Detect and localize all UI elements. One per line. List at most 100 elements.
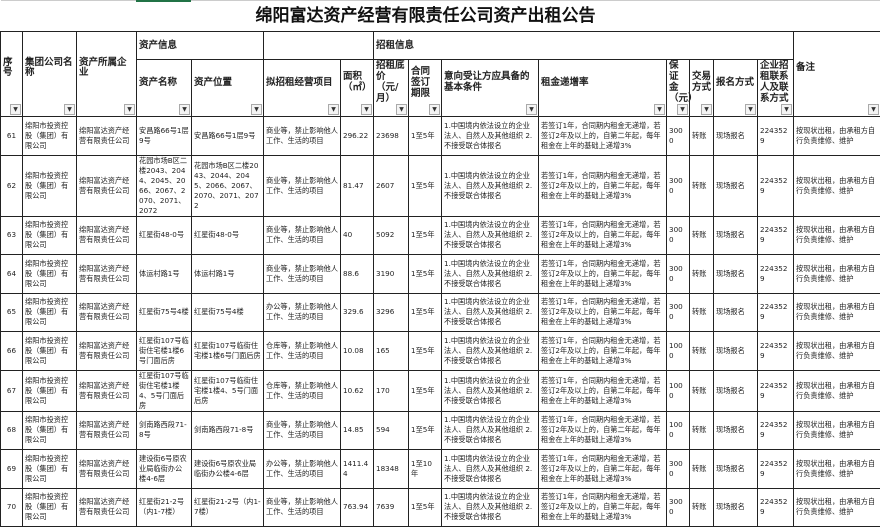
cell-signup[interactable]: 现场报名: [714, 370, 758, 411]
cell-trade[interactable]: 转账: [690, 332, 714, 371]
cell-owner[interactable]: 绵阳富达资产经营有限责任公司: [77, 155, 137, 216]
header-base-price[interactable]: 招租底价（元/月）▼: [374, 60, 409, 117]
cell-remarks[interactable]: 按现状出租，由承租方自行负责维修、维护: [794, 255, 880, 294]
filter-dropdown-icon[interactable]: ▼: [701, 104, 712, 115]
group-header-asset-info[interactable]: 资产信息: [137, 32, 264, 60]
cell-term[interactable]: 1至5年: [409, 293, 442, 332]
cell-asset-name[interactable]: 红星街21-2号（内1-7楼）: [137, 488, 192, 527]
cell-asset-location[interactable]: 剑南路西段71-8号: [192, 411, 264, 450]
cell-conditions[interactable]: 1.中国境内依法设立的企业法人、自然人及其他组织 2.不接受联合体报名: [442, 293, 539, 332]
filter-dropdown-icon[interactable]: ▼: [677, 104, 688, 115]
filter-dropdown-icon[interactable]: ▼: [64, 104, 75, 115]
cell-group-company[interactable]: 绵阳市投资控股（集团）有限公司: [23, 370, 77, 411]
cell-contact[interactable]: 2243529: [758, 332, 794, 371]
cell-asset-location[interactable]: 建设街6号原农业局临街办公楼4-6层: [192, 450, 264, 489]
cell-area[interactable]: 296.22: [341, 117, 374, 156]
cell-trade[interactable]: 转账: [690, 255, 714, 294]
cell-area[interactable]: 10.08: [341, 332, 374, 371]
cell-seq[interactable]: 66: [1, 332, 23, 371]
cell-business[interactable]: 商业等，禁止影响他人工作、生活的项目: [264, 117, 341, 156]
cell-contact[interactable]: 2243529: [758, 488, 794, 527]
cell-owner[interactable]: 绵阳富达资产经营有限责任公司: [77, 370, 137, 411]
cell-group-company[interactable]: 绵阳市投资控股（集团）有限公司: [23, 117, 77, 156]
cell-base-price[interactable]: 3296: [374, 293, 409, 332]
cell-owner[interactable]: 绵阳富达资产经营有限责任公司: [77, 488, 137, 527]
cell-term[interactable]: 1至5年: [409, 216, 442, 255]
cell-term[interactable]: 1至5年: [409, 370, 442, 411]
cell-asset-location[interactable]: 红星街107号临街住宅楼1楼6号门面后房: [192, 332, 264, 371]
cell-contact[interactable]: 2243529: [758, 370, 794, 411]
cell-business[interactable]: 商业等，禁止影响他人工作、生活的项目: [264, 411, 341, 450]
cell-signup[interactable]: 现场报名: [714, 332, 758, 371]
header-remarks[interactable]: 备注▼: [794, 32, 880, 117]
cell-asset-location[interactable]: 红星街21-2号（内1-7楼）: [192, 488, 264, 527]
cell-owner[interactable]: 绵阳富达资产经营有限责任公司: [77, 450, 137, 489]
cell-remarks[interactable]: 按现状出租，由承租方自行负责维修、维护: [794, 216, 880, 255]
cell-asset-location[interactable]: 花园市场B区二楼2043、2044、2045、2066、2067、2070、20…: [192, 155, 264, 216]
cell-business[interactable]: 仓库等，禁止影响他人工作、生活的项目: [264, 332, 341, 371]
cell-term[interactable]: 1至5年: [409, 255, 442, 294]
header-increase[interactable]: 租金递增率▼: [539, 60, 667, 117]
cell-deposit[interactable]: 3000: [667, 293, 690, 332]
cell-base-price[interactable]: 3190: [374, 255, 409, 294]
cell-area[interactable]: 88.6: [341, 255, 374, 294]
filter-dropdown-icon[interactable]: ▼: [10, 104, 21, 115]
cell-business[interactable]: 商业等，禁止影响他人工作、生活的项目: [264, 488, 341, 527]
cell-contact[interactable]: 2243529: [758, 255, 794, 294]
cell-asset-location[interactable]: 红星街75号4楼: [192, 293, 264, 332]
cell-base-price[interactable]: 7639: [374, 488, 409, 527]
cell-increase[interactable]: 若签订1年，合同期内租金无递增，若签订2年及以上的，自第二年起，每年租金在上年的…: [539, 216, 667, 255]
header-asset-location[interactable]: 资产位置▼: [192, 60, 264, 117]
cell-deposit[interactable]: 3000: [667, 488, 690, 527]
cell-remarks[interactable]: 按现状出租，由承租方自行负责维修、维护: [794, 293, 880, 332]
cell-seq[interactable]: 68: [1, 411, 23, 450]
cell-asset-name[interactable]: 建设街6号原农业局临街办公楼4-6层: [137, 450, 192, 489]
cell-owner[interactable]: 绵阳富达资产经营有限责任公司: [77, 117, 137, 156]
filter-dropdown-icon[interactable]: ▼: [251, 104, 262, 115]
cell-asset-name[interactable]: 安昌路66号1层9号: [137, 117, 192, 156]
cell-asset-location[interactable]: 红星街107号临街住宅楼1楼4、5号门面后房: [192, 370, 264, 411]
cell-asset-name[interactable]: 红星街107号临街住宅楼1楼6号门面后房: [137, 332, 192, 371]
cell-increase[interactable]: 若签订1年，合同期内租金无递增，若签订2年及以上的，自第二年起，每年租金在上年的…: [539, 255, 667, 294]
cell-conditions[interactable]: 1.中国境内依法设立的企业法人、自然人及其他组织 2.不接受联合体报名: [442, 488, 539, 527]
cell-contact[interactable]: 2243529: [758, 155, 794, 216]
cell-deposit[interactable]: 3000: [667, 117, 690, 156]
cell-conditions[interactable]: 1.中国境内依法设立的企业法人、自然人及其他组织 2.不接受联合体报名: [442, 155, 539, 216]
cell-group-company[interactable]: 绵阳市投资控股（集团）有限公司: [23, 216, 77, 255]
cell-remarks[interactable]: 按现状出租，由承租方自行负责维修、维护: [794, 411, 880, 450]
cell-trade[interactable]: 转账: [690, 411, 714, 450]
cell-group-company[interactable]: 绵阳市投资控股（集团）有限公司: [23, 155, 77, 216]
cell-increase[interactable]: 若签订1年，合同期内租金无递增，若签订2年及以上的，自第二年起，每年租金在上年的…: [539, 450, 667, 489]
cell-conditions[interactable]: 1.中国境内依法设立的企业法人、自然人及其他组织 2.不接受联合体报名: [442, 450, 539, 489]
cell-signup[interactable]: 现场报名: [714, 255, 758, 294]
cell-trade[interactable]: 转账: [690, 488, 714, 527]
filter-dropdown-icon[interactable]: ▼: [328, 104, 339, 115]
filter-dropdown-icon[interactable]: ▼: [745, 104, 756, 115]
filter-dropdown-icon[interactable]: ▼: [179, 104, 190, 115]
cell-seq[interactable]: 64: [1, 255, 23, 294]
cell-business[interactable]: 商业等，禁止影响他人工作、生活的项目: [264, 216, 341, 255]
header-contact[interactable]: 企业招租联系人及联系方式▼: [758, 60, 794, 117]
cell-seq[interactable]: 61: [1, 117, 23, 156]
cell-deposit[interactable]: 3000: [667, 255, 690, 294]
cell-signup[interactable]: 现场报名: [714, 411, 758, 450]
cell-contact[interactable]: 2243529: [758, 216, 794, 255]
cell-base-price[interactable]: 170: [374, 370, 409, 411]
cell-group-company[interactable]: 绵阳市投资控股（集团）有限公司: [23, 450, 77, 489]
cell-owner[interactable]: 绵阳富达资产经营有限责任公司: [77, 411, 137, 450]
header-owner[interactable]: 资产所属企业▼: [77, 32, 137, 117]
cell-owner[interactable]: 绵阳富达资产经营有限责任公司: [77, 332, 137, 371]
filter-dropdown-icon[interactable]: ▼: [868, 104, 879, 115]
header-business[interactable]: 拟招租经营项目▼: [264, 60, 341, 117]
cell-term[interactable]: 1至5年: [409, 332, 442, 371]
cell-term[interactable]: 1至5年: [409, 411, 442, 450]
cell-business[interactable]: 办公等，禁止影响他人工作、生活的项目: [264, 450, 341, 489]
cell-contact[interactable]: 2243529: [758, 450, 794, 489]
cell-signup[interactable]: 现场报名: [714, 216, 758, 255]
cell-asset-name[interactable]: 红星街48-0号: [137, 216, 192, 255]
filter-dropdown-icon[interactable]: ▼: [396, 104, 407, 115]
cell-remarks[interactable]: 按现状出租，由承租方自行负责维修、维护: [794, 117, 880, 156]
cell-asset-name[interactable]: 花园市场B区二楼2043、2044、2045、2066、2067、2070、20…: [137, 155, 192, 216]
cell-remarks[interactable]: 按现状出租，由承租方自行负责维修、维护: [794, 450, 880, 489]
cell-trade[interactable]: 转账: [690, 216, 714, 255]
